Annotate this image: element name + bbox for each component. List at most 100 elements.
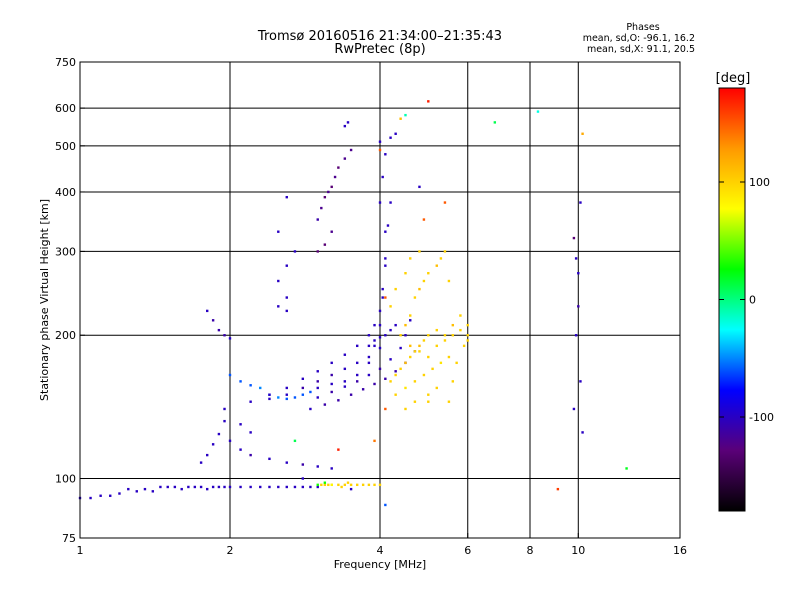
data-point [367,361,371,365]
data-point [259,386,262,390]
data-point [346,121,350,124]
data-point [349,393,353,396]
x-tick-label: 8 [527,544,534,557]
data-point [301,386,305,390]
data-point [413,380,417,383]
data-point [316,465,319,468]
colorbar-tick-label: 100 [749,176,770,189]
data-point [367,483,371,487]
data-point [249,431,252,434]
data-point [316,218,319,221]
x-tick-label: 10 [571,544,585,557]
stats-x-mode: mean, sd,X: 91.1, 20.5 [587,44,695,55]
data-point [199,461,203,464]
data-point [239,380,242,383]
data-point [384,230,387,233]
data-point [249,485,252,489]
data-point [404,334,407,337]
data-point [316,380,319,383]
data-point [394,370,397,373]
data-point [309,485,312,489]
data-point [349,483,353,487]
x-tick-label: 16 [673,544,687,557]
data-point [355,483,359,487]
data-point [285,264,288,267]
data-point [217,432,221,436]
data-point [355,361,359,365]
data-point [404,272,407,275]
data-point [316,483,319,487]
data-point [378,323,382,327]
data-point [409,344,412,348]
data-point [625,467,628,470]
data-point [285,393,288,396]
y-tick-label: 500 [55,140,76,153]
data-point [337,399,340,402]
data-point [399,367,402,371]
data-point [431,367,434,371]
data-point [381,287,384,291]
data-point [217,328,221,332]
data-point [151,490,155,493]
data-point [285,397,288,401]
data-point [343,380,347,383]
data-point [394,132,397,135]
data-point [330,467,333,470]
data-point [394,393,397,396]
data-point [239,485,242,489]
data-point [367,334,371,337]
data-point [447,279,451,283]
data-point [327,483,330,487]
data-point [389,305,392,308]
data-point [187,485,190,489]
data-point [404,323,407,327]
data-point [320,483,323,487]
data-point [378,336,382,339]
x-tick-label: 6 [464,544,471,557]
data-point [301,377,305,380]
data-point [293,439,297,443]
data-point [293,396,297,399]
data-point [309,407,312,411]
data-point [579,380,582,383]
data-point [293,485,297,489]
data-point [404,407,407,411]
data-point [493,121,497,124]
chart-title: Tromsø 20160516 21:34:00–21:35:43 [257,29,502,44]
data-point [127,487,130,491]
data-point [422,279,426,283]
data-point [373,439,376,443]
data-point [228,439,232,443]
data-point [340,485,343,489]
data-point [378,201,382,204]
data-point [277,485,280,489]
data-point [327,190,330,194]
data-point [389,358,392,361]
data-point [404,386,407,390]
x-tick-label: 2 [227,544,234,557]
data-point [373,483,376,487]
data-point [259,485,262,489]
data-point [159,485,162,489]
data-point [443,250,447,253]
data-point [422,339,426,342]
data-point [409,319,412,322]
data-point [320,206,323,210]
data-point [384,153,387,156]
data-point [443,339,447,342]
data-point [285,485,288,489]
data-point [443,334,447,337]
data-point [572,236,576,240]
data-point [367,355,371,359]
data-point [373,344,376,348]
data-point [239,448,242,451]
data-point [301,477,305,480]
data-point [378,346,382,350]
data-point [249,453,252,457]
data-point [422,218,426,221]
data-point [427,334,430,337]
data-point [268,393,271,396]
data-point [285,461,288,464]
data-point [211,485,215,489]
data-point [199,485,203,489]
